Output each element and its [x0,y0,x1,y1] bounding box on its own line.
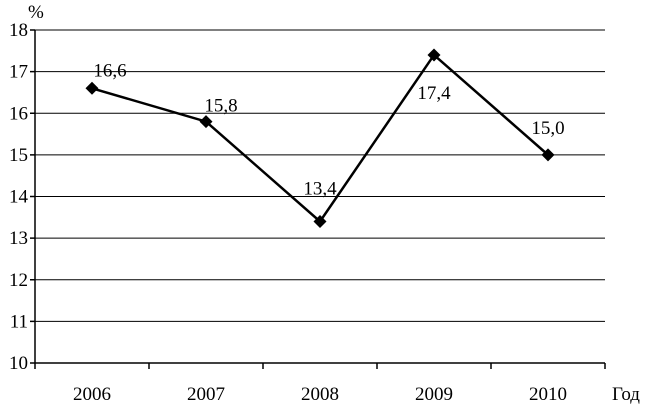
x-tick-label: 2009 [415,384,453,405]
x-tick-marks [34,363,606,369]
x-tick-label: 2008 [301,384,339,405]
data-point-marker [427,48,441,62]
data-label: 16,6 [93,60,126,81]
x-tick-label: 2007 [187,384,225,405]
y-tick-label: 17 [9,62,28,83]
data-label: 15,8 [204,96,237,117]
y-tick-label: 11 [10,311,28,332]
data-label: 13,4 [303,178,337,199]
x-axis-label: Год [612,384,640,405]
y-tick-label: 12 [9,270,28,291]
series-markers [85,48,555,228]
y-tick-label: 18 [9,20,28,41]
y-tick-label: 15 [9,145,28,166]
x-tick-label: 2010 [529,384,567,405]
y-axis-label: % [28,2,44,23]
data-point-marker [541,148,555,162]
data-point-marker [199,115,213,129]
y-tick-label: 16 [9,103,28,124]
y-tick-label: 14 [9,187,29,208]
gridlines [35,29,605,322]
y-tick-label: 13 [9,228,28,249]
data-point-marker [313,214,327,228]
data-label: 17,4 [417,83,451,104]
x-tick-labels: 2006 2007 2008 2009 2010 [73,384,567,405]
data-labels: 16,6 15,8 13,4 17,4 15,0 [93,60,564,199]
data-point-marker [85,81,99,95]
x-tick-label: 2006 [73,384,111,405]
y-tick-label: 10 [9,353,28,374]
data-label: 15,0 [531,118,564,139]
y-tick-labels: 10 11 12 13 14 15 16 17 18 [9,20,35,374]
